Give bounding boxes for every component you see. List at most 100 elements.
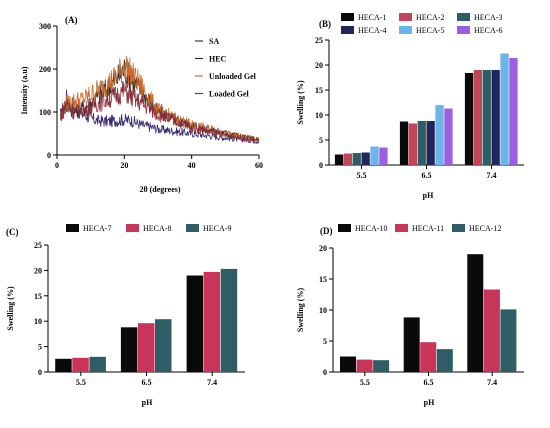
legend-label: HECA-1	[358, 13, 386, 22]
bar-heca-12-5-5	[373, 360, 390, 372]
y-tick-label: 10	[319, 306, 327, 315]
legend-label: HEC	[209, 55, 227, 64]
panel-c: (C) 0 5 10 15 20 25 Swelling (%) pH 5.5 6.5 7.4 HECA…	[6, 224, 245, 407]
bar-heca-7-5-5	[55, 358, 72, 372]
bar-heca-2-6-5	[408, 123, 417, 165]
y-tick-label: 25	[315, 36, 323, 45]
bar-heca-9-5-5	[89, 356, 106, 372]
legend-label: HECA-9	[203, 224, 231, 233]
bar-heca-3-7-4	[482, 70, 491, 165]
x-tick-label: 20	[120, 161, 128, 170]
x-tick-label: 5.5	[360, 378, 370, 387]
bar-heca-8-6-5	[138, 323, 155, 372]
bar-heca-5-6-5	[435, 105, 444, 165]
legend-label: HECA-6	[474, 26, 502, 35]
x-tick-label: 0	[55, 161, 59, 170]
legend-label: HECA-12	[469, 224, 501, 233]
legend-label: HECA-2	[416, 13, 444, 22]
bar-heca-9-6-5	[155, 319, 172, 372]
y-tick-label: 5	[323, 337, 327, 346]
panel-label: (B)	[319, 19, 331, 29]
y-tick-label: 0	[323, 368, 327, 377]
y-tick-label: 0	[47, 151, 51, 160]
y-tick-label: 0	[38, 368, 42, 377]
bar-heca-11-7-4	[483, 289, 500, 372]
legend-label: HECA-8	[143, 224, 171, 233]
y-tick-label: 10	[315, 111, 323, 120]
legend-swatch	[452, 224, 465, 232]
y-tick-label: 10	[34, 317, 42, 326]
legend-label: HECA-3	[474, 13, 502, 22]
x-axis-label: pH	[423, 191, 434, 200]
y-tick-label: 100	[39, 108, 51, 117]
legend-swatch	[457, 26, 470, 34]
y-axis-label: Swelling (%)	[296, 288, 305, 333]
bar-heca-11-6-5	[420, 342, 437, 372]
y-tick-label: 20	[319, 244, 327, 253]
y-tick-label: 300	[39, 22, 51, 31]
x-axis-label: 2θ (degrees)	[139, 185, 180, 194]
series-line-sa	[60, 89, 260, 144]
bar-heca-2-5-5	[343, 153, 352, 165]
y-tick-label: 20	[315, 61, 323, 70]
legend-label: HECA-5	[416, 26, 444, 35]
y-tick-label: 20	[34, 266, 42, 275]
legend-swatch	[399, 26, 412, 34]
bar-heca-10-6-5	[403, 317, 420, 372]
legend-swatch	[126, 224, 139, 232]
bar-heca-2-7-4	[473, 70, 482, 165]
y-tick-label: 0	[319, 161, 323, 170]
bar-heca-8-7-4	[203, 271, 221, 372]
bar-heca-9-7-4	[220, 268, 238, 372]
series-line-loaded-gel	[60, 80, 260, 143]
y-tick-label: 25	[34, 241, 42, 250]
y-tick-label: 5	[319, 136, 323, 145]
bar-heca-4-5-5	[361, 152, 370, 165]
x-tick-label: 5.5	[357, 171, 367, 180]
y-tick-label: 15	[319, 275, 327, 284]
legend-label: HECA-7	[83, 224, 111, 233]
x-tick-label: 7.4	[487, 171, 497, 180]
bar-heca-11-5-5	[356, 359, 373, 372]
bar-heca-3-5-5	[352, 153, 361, 165]
y-tick-label: 200	[39, 65, 51, 74]
bar-heca-6-6-5	[444, 108, 453, 165]
y-axis-label: Swelling (%)	[6, 286, 15, 331]
legend-swatch	[66, 224, 79, 232]
legend-swatch	[399, 13, 412, 21]
legend-swatch	[341, 26, 354, 34]
bar-heca-7-7-4	[186, 275, 204, 372]
x-tick-label: 6.5	[142, 378, 152, 387]
bar-heca-12-7-4	[500, 309, 517, 372]
bar-heca-6-7-4	[509, 58, 518, 165]
x-axis-label: pH	[424, 398, 435, 407]
legend-swatch	[338, 224, 351, 232]
y-axis-label: Swelling (%)	[296, 80, 305, 125]
panel-b: (B) 0 5 10 15 20 25 Swelling (%) pH 5.5 6.5 7.4 HECA…	[296, 13, 524, 200]
x-tick-label: 6.5	[424, 378, 434, 387]
y-tick-label: 15	[34, 292, 42, 301]
x-tick-label: 7.4	[487, 378, 497, 387]
x-tick-label: 60	[255, 161, 263, 170]
legend-label: Loaded Gel	[209, 90, 250, 99]
legend-swatch	[395, 224, 408, 232]
legend-label: HECA-11	[412, 224, 444, 233]
bar-heca-8-5-5	[72, 357, 89, 372]
bar-heca-6-5-5	[379, 147, 388, 165]
bar-heca-4-7-4	[491, 70, 500, 165]
x-tick-label: 6.5	[422, 171, 432, 180]
bar-heca-5-7-4	[500, 53, 509, 165]
bar-heca-1-6-5	[399, 121, 409, 165]
panel-label: (A)	[65, 15, 78, 25]
legend-label: HECA-4	[358, 26, 386, 35]
panel-label: (C)	[6, 227, 19, 237]
panel-label: (D)	[320, 226, 333, 236]
legend-swatch	[341, 13, 354, 21]
bar-heca-10-7-4	[467, 254, 484, 372]
legend-swatch	[186, 224, 199, 232]
y-axis-label: Intensity (a.u)	[20, 66, 29, 114]
panel-d: (D) 0 5 10 15 20 Swelling (%) pH 5.5 6.5 7.4 HECA-1…	[296, 224, 524, 407]
